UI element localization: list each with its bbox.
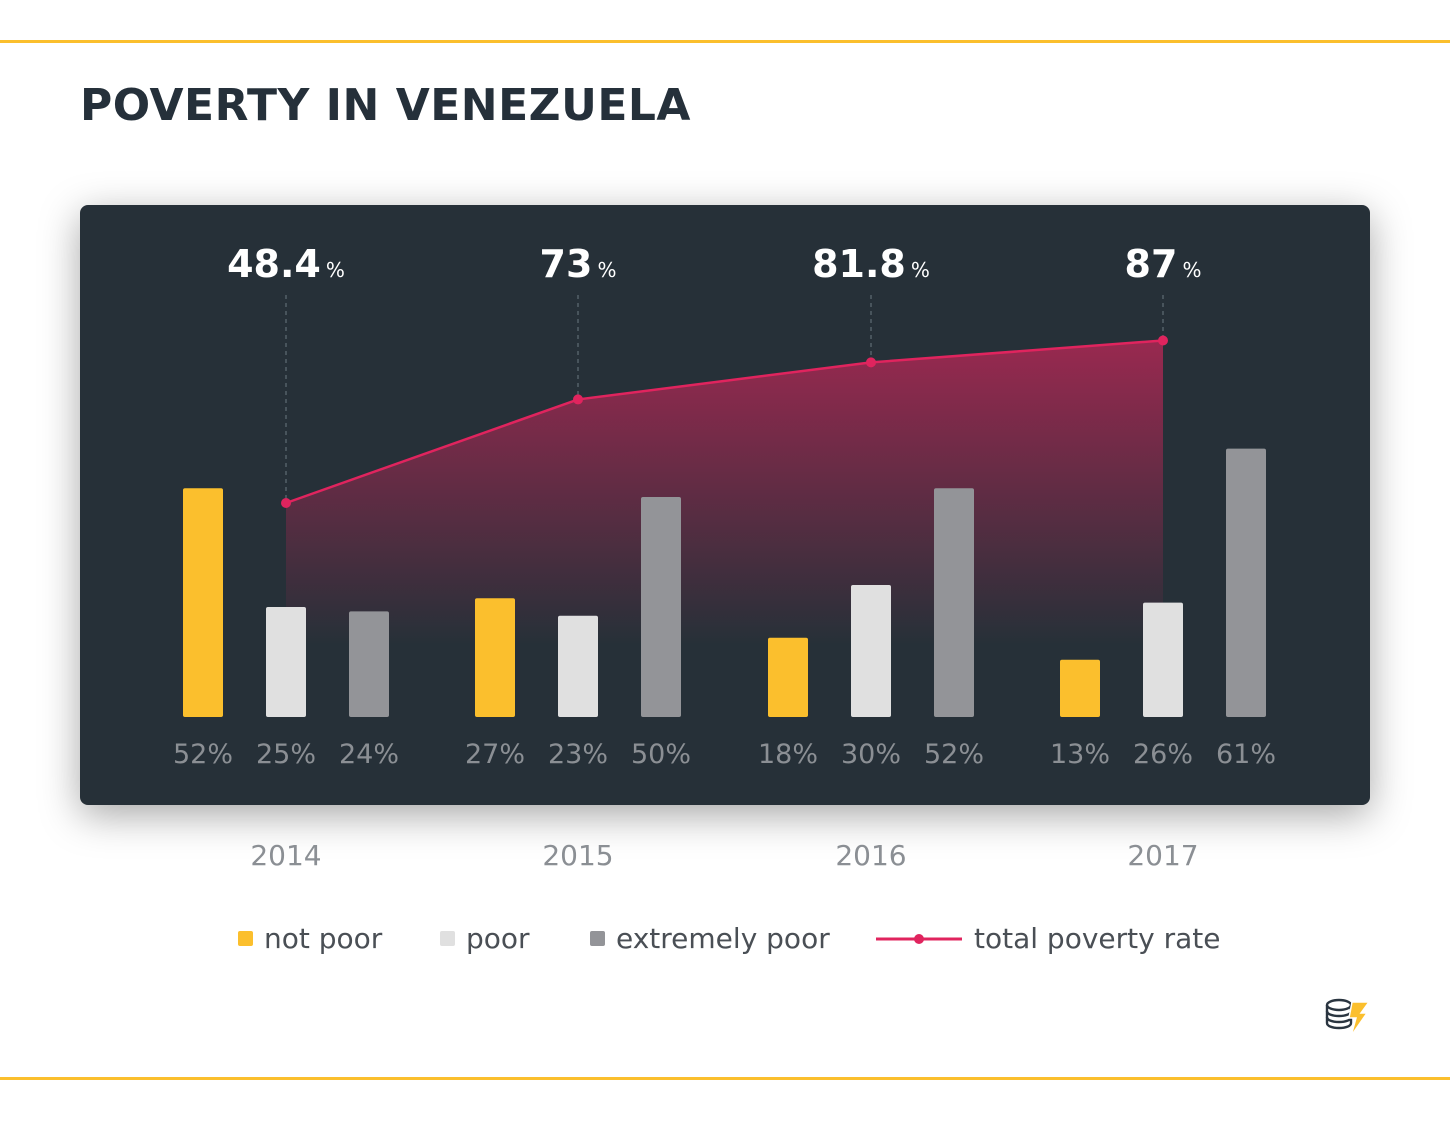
total-poverty-line [285,339,1164,505]
bar-extremely-poor-2014 [349,611,389,717]
total-poverty-label-2014: 48.4% [227,242,345,286]
total-poverty-point-2017 [1158,335,1168,346]
bar-extremely-poor-2017 [1226,448,1266,717]
year-label-2016: 2016 [835,839,906,872]
legend-item-poor: poor [440,922,530,955]
legend-line-icon [876,933,962,944]
year-label-2017: 2017 [1127,839,1198,872]
total-poverty-label-2016: 81.8% [812,242,930,286]
bar-extremely-poor-2016 [934,488,974,717]
bar-value-label: 52% [173,739,233,770]
total-poverty-label-2015: 73% [540,242,617,286]
bar-value-label: 30% [841,739,901,770]
bar-poor-2014 [266,607,306,717]
page-title: POVERTY IN VENEZUELA [80,80,691,131]
bar-extremely-poor-2015 [641,497,681,717]
year-label-2015: 2015 [542,839,613,872]
bar-poor-2015 [558,615,598,717]
bar-value-label: 26% [1133,739,1193,770]
bar-not-poor-2014 [183,488,223,717]
legend-swatch-extremely-poor [590,931,605,946]
legend-item-not-poor: not poor [238,922,382,955]
chart-panel: 52% 27% 18% 13% 25% 23% 30% 26% 24% 50% 52% 61% 48.4… [80,205,1370,805]
bar-value-label: 18% [758,739,818,770]
total-poverty-area [286,340,1163,645]
total-poverty-label-2017: 87% [1125,242,1202,286]
bar-value-label: 52% [924,739,984,770]
bar-value-label: 61% [1216,739,1276,770]
legend-item-extremely-poor: extremely poor [590,922,830,955]
top-accent-rule [0,40,1450,43]
legend-item-total-poverty: total poverty rate [876,922,1220,955]
bar-value-label: 24% [339,739,399,770]
legend: not poor poor extremely poor total pover… [0,922,1450,962]
year-label-2014: 2014 [250,839,321,872]
total-poverty-point-2015 [573,394,583,405]
chart-plot: 52% 27% 18% 13% 25% 23% 30% 26% 24% 50% 52% 61% 48.4… [173,242,1276,770]
total-poverty-point-2016 [866,357,876,368]
legend-label-total-poverty: total poverty rate [974,922,1221,955]
legend-swatch-poor [440,931,455,946]
brand-logo-icon [1325,998,1371,1037]
bar-poor-2017 [1143,602,1183,717]
total-poverty-point-2014 [281,498,291,508]
legend-label-not-poor: not poor [264,922,383,955]
bar-not-poor-2017 [1060,659,1100,717]
bar-value-label: 27% [465,739,525,770]
bar-poor-2016 [851,585,891,717]
bar-not-poor-2016 [768,637,808,717]
legend-swatch-not-poor [238,931,253,946]
legend-label-poor: poor [466,922,530,955]
year-axis: 2014 2015 2016 2017 [250,839,1198,872]
bar-value-label: 13% [1050,739,1110,770]
bar-value-label: 50% [631,739,691,770]
bar-value-label: 23% [548,739,608,770]
legend-label-extremely-poor: extremely poor [616,922,830,955]
bar-value-label: 25% [256,739,316,770]
bar-not-poor-2015 [475,598,515,717]
bottom-accent-rule [0,1077,1450,1080]
